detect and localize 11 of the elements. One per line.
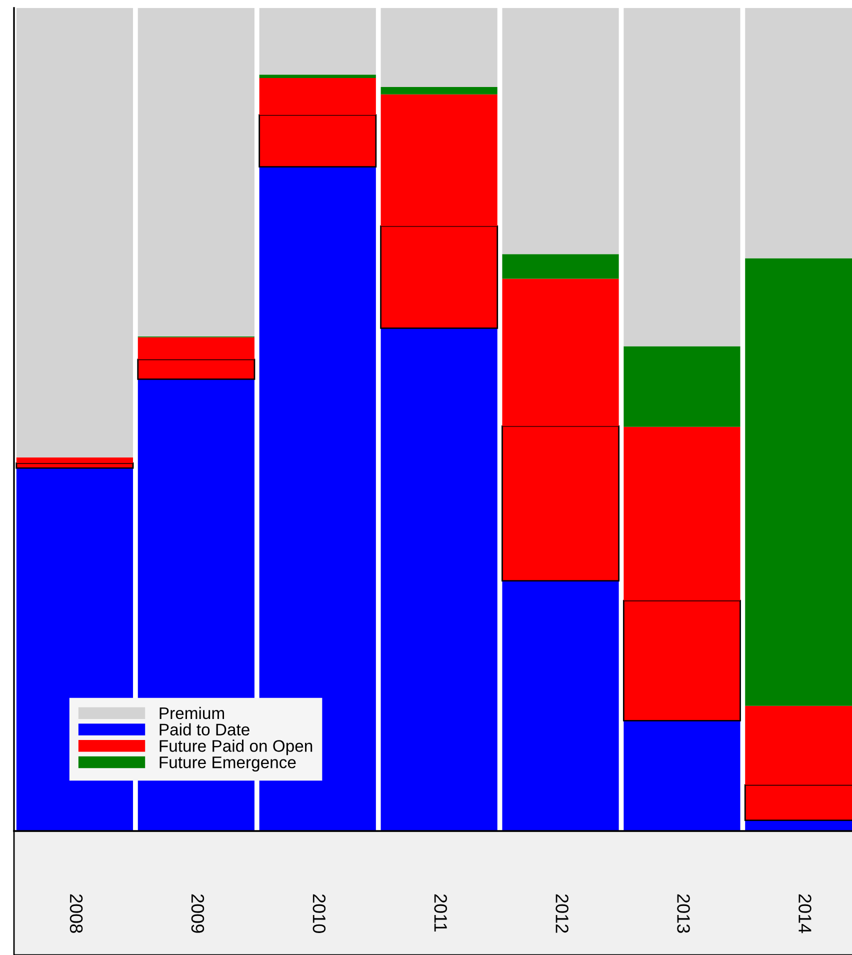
x-tick-label: 2009 bbox=[191, 894, 204, 933]
x-tick-label: 2013 bbox=[677, 894, 690, 933]
x-tick-label: 2008 bbox=[70, 894, 83, 933]
x-tick-label: 2010 bbox=[312, 894, 326, 933]
legend-label: Premium bbox=[160, 706, 224, 720]
x-tick-label: 2011 bbox=[434, 894, 448, 932]
x-tick-label: 2014 bbox=[798, 894, 812, 934]
legend-label: Paid to Date bbox=[160, 723, 250, 736]
x-tick-label: 2012 bbox=[556, 894, 568, 933]
legend-label: Future Emergence bbox=[160, 756, 296, 772]
legend-label: Future Paid on Open bbox=[160, 740, 312, 756]
